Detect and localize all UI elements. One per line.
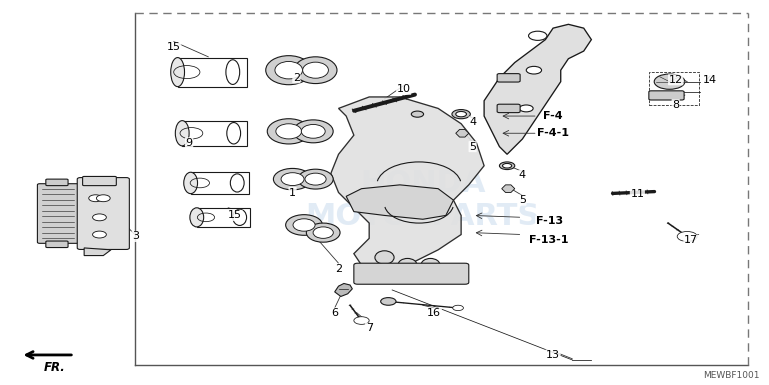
Circle shape — [452, 110, 471, 119]
FancyBboxPatch shape — [354, 263, 469, 284]
Polygon shape — [84, 248, 111, 256]
Circle shape — [96, 195, 110, 202]
FancyBboxPatch shape — [38, 184, 78, 243]
Text: 15: 15 — [228, 211, 242, 221]
Text: 4: 4 — [469, 117, 476, 127]
Circle shape — [519, 105, 533, 112]
Bar — [191, 172, 249, 194]
Circle shape — [456, 112, 467, 117]
Ellipse shape — [293, 219, 315, 231]
Ellipse shape — [268, 119, 310, 144]
Text: HONDA
MOTORPARTS: HONDA MOTORPARTS — [305, 169, 540, 231]
Polygon shape — [456, 129, 469, 137]
Ellipse shape — [274, 168, 311, 190]
Text: F-4-1: F-4-1 — [537, 128, 569, 138]
Ellipse shape — [285, 215, 322, 235]
Text: MEWBF1001: MEWBF1001 — [704, 371, 760, 380]
Text: 7: 7 — [365, 323, 373, 333]
Ellipse shape — [294, 57, 337, 84]
Text: 3: 3 — [132, 231, 139, 241]
Text: 15: 15 — [167, 42, 181, 52]
Polygon shape — [484, 24, 591, 154]
Ellipse shape — [184, 172, 198, 194]
Circle shape — [528, 31, 547, 40]
Polygon shape — [331, 97, 484, 269]
Circle shape — [526, 66, 541, 74]
Text: 14: 14 — [703, 75, 717, 85]
Ellipse shape — [306, 223, 340, 242]
Text: F-4: F-4 — [543, 111, 563, 121]
Text: 13: 13 — [546, 350, 560, 360]
Text: 2: 2 — [293, 73, 300, 83]
Bar — [197, 208, 251, 227]
Circle shape — [499, 162, 514, 169]
Circle shape — [88, 195, 102, 202]
Circle shape — [502, 164, 511, 168]
Ellipse shape — [171, 58, 185, 87]
Circle shape — [654, 74, 685, 89]
Text: 17: 17 — [684, 235, 698, 245]
Circle shape — [453, 305, 464, 311]
Ellipse shape — [298, 169, 333, 189]
Text: 2: 2 — [335, 264, 342, 274]
Polygon shape — [335, 283, 352, 296]
FancyBboxPatch shape — [497, 74, 520, 82]
Text: FR.: FR. — [44, 361, 66, 374]
FancyBboxPatch shape — [649, 91, 684, 100]
Text: 12: 12 — [668, 75, 683, 85]
Ellipse shape — [233, 209, 247, 226]
Ellipse shape — [175, 121, 189, 146]
FancyBboxPatch shape — [77, 177, 129, 249]
Ellipse shape — [421, 258, 440, 272]
FancyBboxPatch shape — [46, 241, 68, 248]
Circle shape — [677, 231, 697, 241]
Circle shape — [354, 317, 369, 325]
Ellipse shape — [398, 258, 417, 272]
Text: 9: 9 — [185, 138, 193, 148]
Ellipse shape — [275, 62, 302, 79]
Ellipse shape — [276, 124, 301, 139]
Circle shape — [381, 298, 396, 305]
Ellipse shape — [313, 227, 333, 238]
Ellipse shape — [305, 173, 326, 185]
Text: 8: 8 — [672, 100, 679, 110]
FancyBboxPatch shape — [497, 104, 520, 113]
Ellipse shape — [293, 120, 333, 143]
Bar — [178, 58, 247, 87]
Ellipse shape — [303, 62, 328, 78]
Ellipse shape — [266, 56, 311, 85]
Circle shape — [92, 214, 106, 221]
Polygon shape — [501, 185, 514, 192]
Text: 1: 1 — [289, 187, 296, 198]
Text: 5: 5 — [519, 195, 526, 205]
Ellipse shape — [226, 60, 240, 84]
Text: 6: 6 — [331, 308, 338, 318]
Text: 11: 11 — [631, 189, 644, 199]
FancyBboxPatch shape — [82, 176, 116, 186]
Circle shape — [411, 111, 424, 117]
Text: 10: 10 — [397, 84, 411, 94]
Text: 4: 4 — [519, 170, 526, 180]
Ellipse shape — [231, 174, 244, 192]
Ellipse shape — [301, 124, 325, 138]
Circle shape — [92, 231, 106, 238]
FancyBboxPatch shape — [46, 179, 68, 186]
Ellipse shape — [190, 208, 204, 227]
Text: 5: 5 — [469, 142, 476, 152]
Text: F-13-1: F-13-1 — [530, 235, 569, 245]
Text: 16: 16 — [428, 308, 441, 318]
Polygon shape — [346, 185, 454, 219]
Text: F-13: F-13 — [536, 216, 563, 226]
Bar — [182, 121, 247, 146]
Ellipse shape — [375, 251, 394, 264]
Ellipse shape — [281, 173, 304, 186]
Ellipse shape — [227, 122, 241, 144]
